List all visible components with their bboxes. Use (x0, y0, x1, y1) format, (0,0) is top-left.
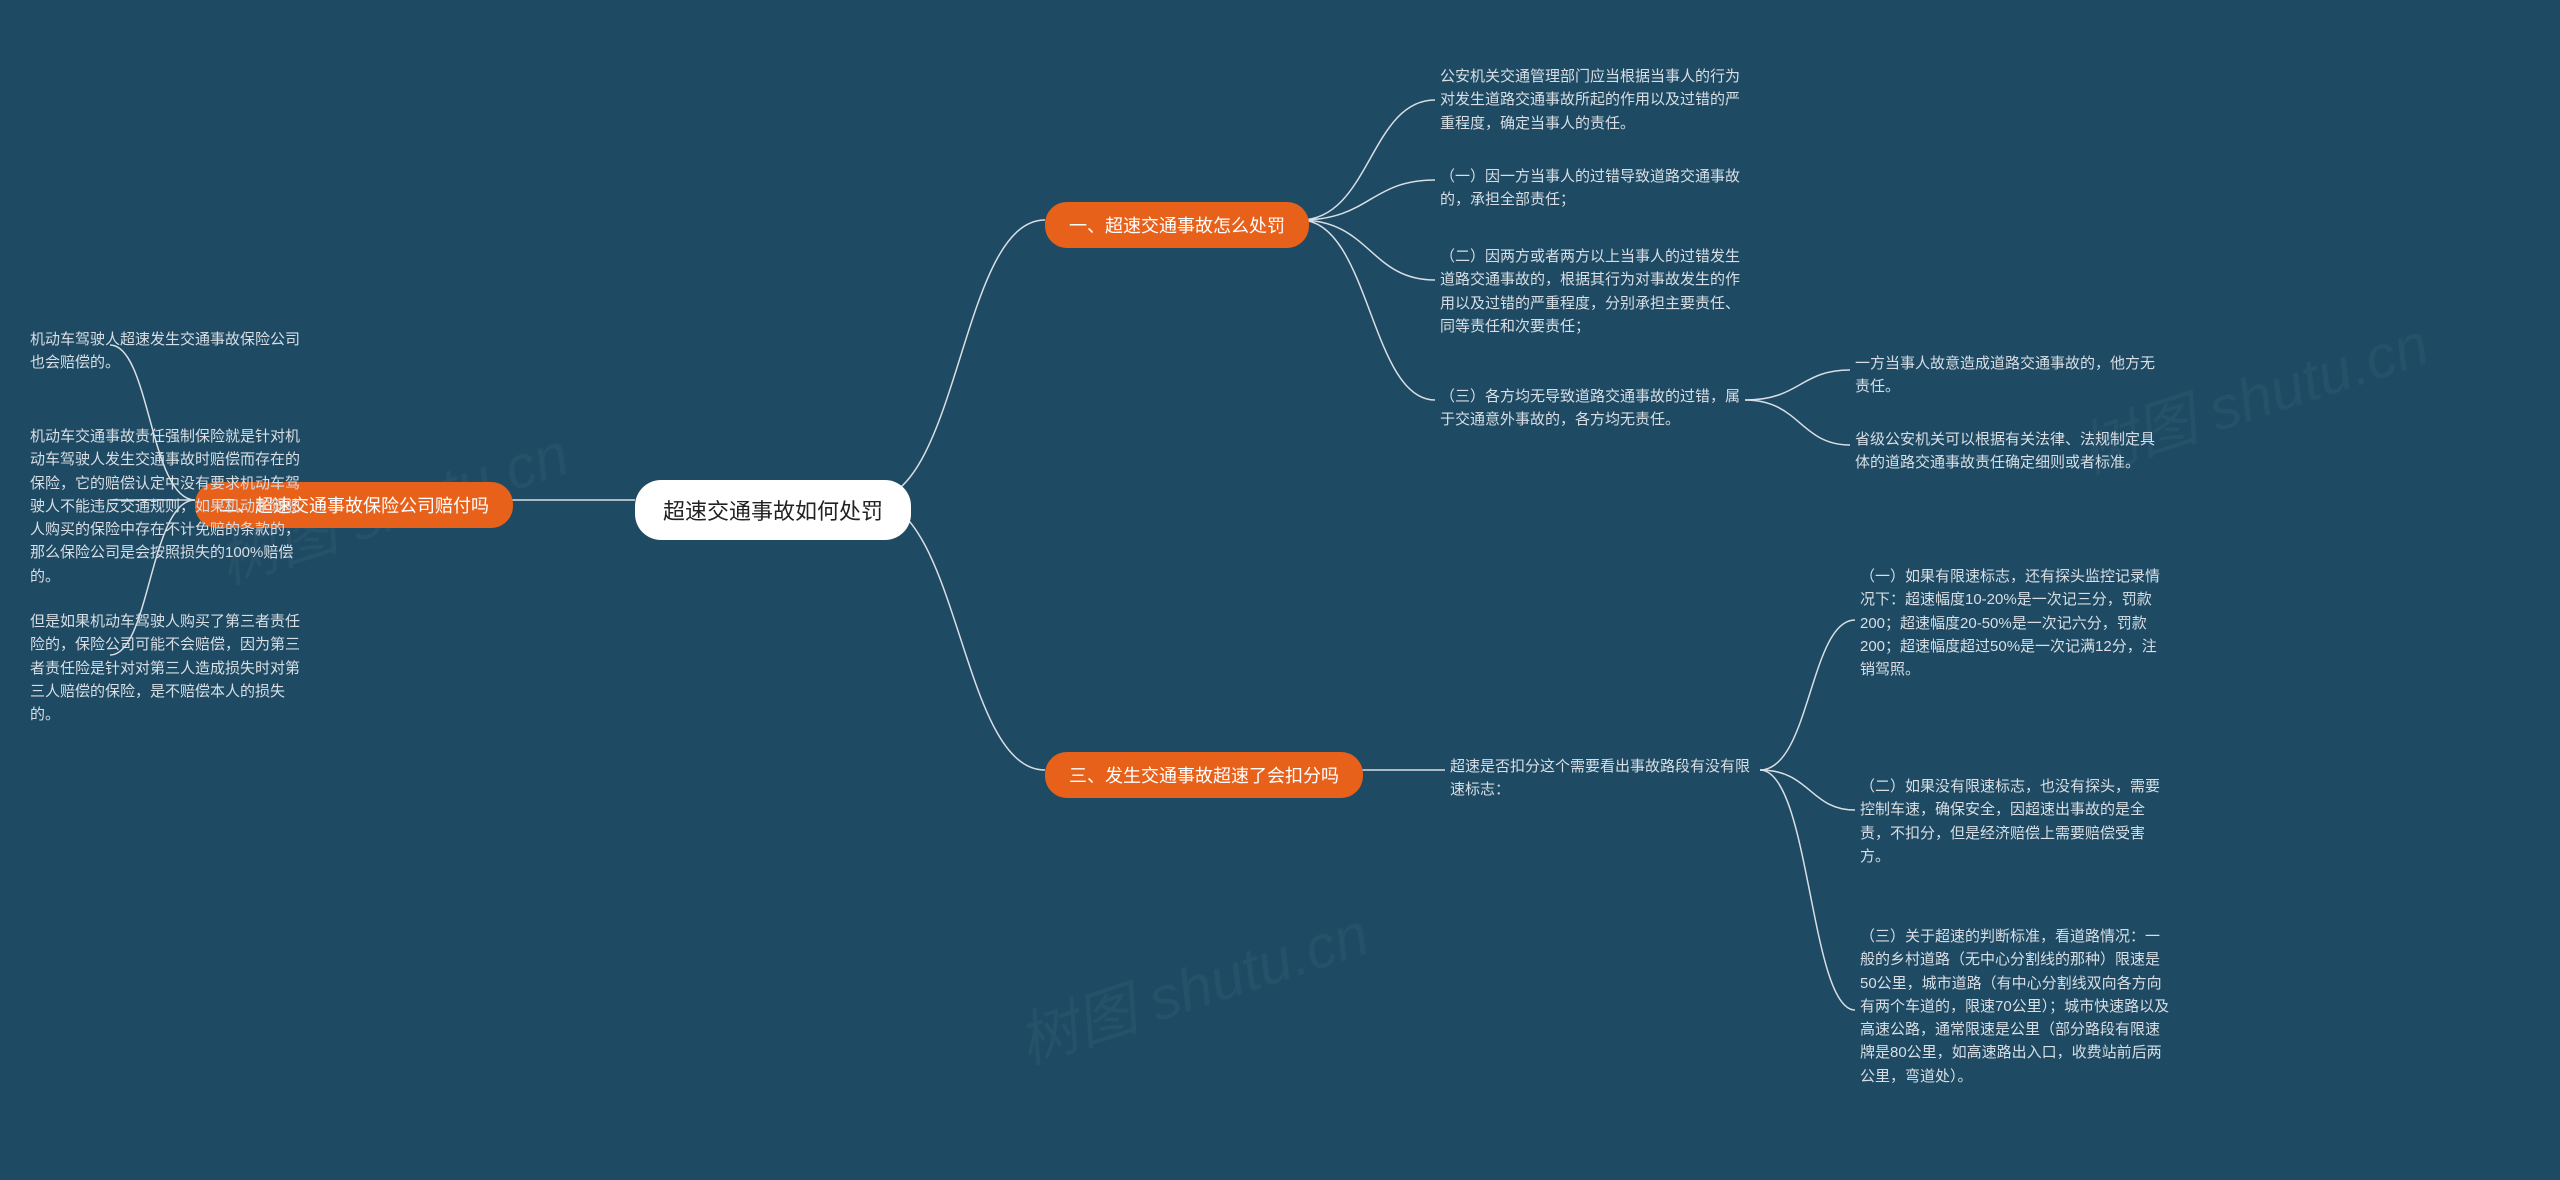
branch-3[interactable]: 三、发生交通事故超速了会扣分吗 (1045, 752, 1363, 798)
branch-1-leaf-3: （二）因两方或者两方以上当事人的过错发生道路交通事故的，根据其行为对事故发生的作… (1440, 245, 1740, 338)
branch-2-leaf-3: 但是如果机动车驾驶人购买了第三者责任险的，保险公司可能不会赔偿，因为第三者责任险… (30, 610, 310, 726)
branch-2-leaf-2: 机动车交通事故责任强制保险就是针对机动车驾驶人发生交通事故时赔偿而存在的保险，它… (30, 425, 310, 588)
branch-1-leaf-2: （一）因一方当事人的过错导致道路交通事故的，承担全部责任； (1440, 165, 1740, 212)
branch-1-leaf-4: （三）各方均无导致道路交通事故的过错，属于交通意外事故的，各方均无责任。 (1440, 385, 1740, 432)
branch-1-leaf-1: 公安机关交通管理部门应当根据当事人的行为对发生道路交通事故所起的作用以及过错的严… (1440, 65, 1740, 135)
branch-2-leaf-1: 机动车驾驶人超速发生交通事故保险公司也会赔偿的。 (30, 328, 310, 375)
branch-1-leaf-4-sub-2: 省级公安机关可以根据有关法律、法规制定具体的道路交通事故责任确定细则或者标准。 (1855, 428, 2155, 475)
branch-1-leaf-4-sub-1: 一方当事人故意造成道路交通事故的，他方无责任。 (1855, 352, 2155, 399)
root-node[interactable]: 超速交通事故如何处罚 (635, 480, 911, 540)
branch-3-leaf-3: （三）关于超速的判断标准，看道路情况：一般的乡村道路（无中心分割线的那种）限速是… (1860, 925, 2170, 1088)
branch-3-intro: 超速是否扣分这个需要看出事故路段有没有限速标志： (1450, 755, 1750, 802)
branch-3-leaf-2: （二）如果没有限速标志，也没有探头，需要控制车速，确保安全，因超速出事故的是全责… (1860, 775, 2170, 868)
branch-3-leaf-1: （一）如果有限速标志，还有探头监控记录情况下：超速幅度10-20%是一次记三分，… (1860, 565, 2170, 681)
branch-1[interactable]: 一、超速交通事故怎么处罚 (1045, 202, 1309, 248)
edge-layer (0, 0, 2560, 1180)
watermark: 树图 shutu.cn (1005, 886, 1378, 1081)
